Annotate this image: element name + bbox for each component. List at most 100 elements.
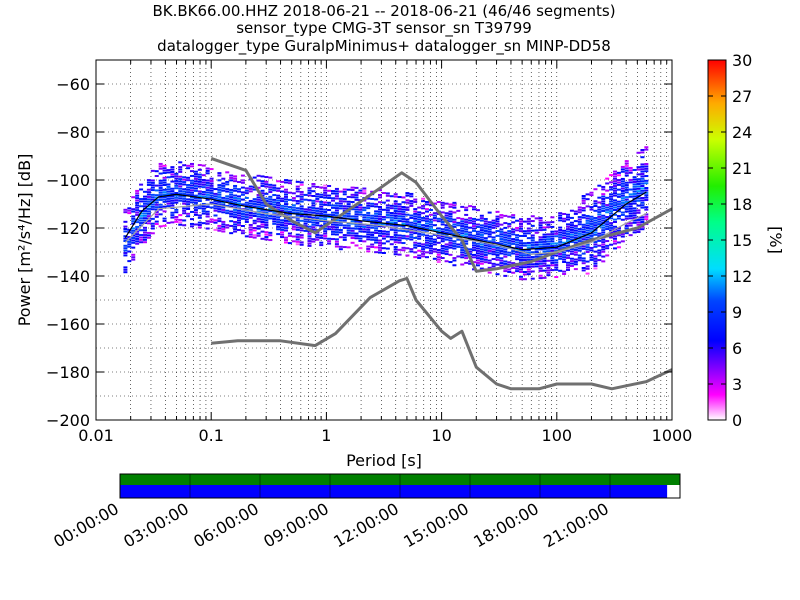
psd-cell: [542, 226, 547, 229]
psd-cell: [636, 180, 641, 183]
psd-cell: [295, 202, 300, 205]
psd-cell: [503, 236, 508, 239]
psd-cell: [389, 207, 394, 210]
psd-cell: [425, 246, 430, 249]
psd-cell: [432, 248, 437, 251]
psd-cell: [233, 201, 238, 204]
psd-cell: [495, 254, 500, 257]
psd-cell: [135, 197, 140, 200]
psd-cell: [307, 237, 312, 240]
psd-cell: [413, 232, 418, 235]
psd-cell: [601, 243, 606, 246]
psd-cell: [562, 232, 567, 235]
psd-cell: [640, 185, 645, 188]
psd-cell: [342, 190, 347, 193]
psd-cell: [225, 226, 230, 229]
psd-cell: [338, 231, 343, 234]
psd-cell: [601, 250, 606, 253]
psd-cell: [613, 218, 618, 221]
psd-cell: [425, 251, 430, 254]
psd-cell: [193, 206, 198, 209]
psd-cell: [538, 262, 543, 265]
psd-cell: [448, 220, 453, 223]
psd-cell: [366, 214, 371, 217]
psd-cell: [307, 220, 312, 223]
psd-cell: [280, 233, 285, 236]
psd-cell: [150, 184, 155, 187]
psd-cell: [264, 226, 269, 229]
psd-cell: [472, 261, 477, 264]
psd-cell: [605, 225, 610, 228]
psd-cell: [472, 244, 477, 247]
psd-cell: [468, 217, 473, 220]
psd-cell: [131, 234, 136, 237]
psd-cell: [452, 223, 457, 226]
psd-cell: [154, 194, 159, 197]
psd-cell: [323, 218, 328, 221]
psd-cell: [221, 187, 226, 190]
psd-cell: [142, 241, 147, 244]
psd-cell: [550, 216, 555, 219]
psd-cell: [413, 241, 418, 244]
psd-cell: [123, 220, 128, 223]
psd-cell: [632, 190, 637, 193]
psd-cell: [315, 209, 320, 212]
psd-cell: [628, 234, 633, 237]
psd-cell: [338, 200, 343, 203]
psd-cell: [636, 190, 641, 193]
psd-cell: [197, 173, 202, 176]
psd-cell: [550, 237, 555, 240]
psd-cell: [186, 167, 191, 170]
psd-cell: [452, 206, 457, 209]
psd-cell: [334, 238, 339, 241]
psd-cell: [315, 212, 320, 215]
psd-cell: [334, 204, 339, 207]
psd-cell: [330, 190, 335, 193]
psd-cell: [256, 225, 261, 228]
psd-cell: [569, 233, 574, 236]
psd-cell: [538, 219, 543, 222]
psd-cell: [640, 175, 645, 178]
psd-cell: [174, 220, 179, 223]
psd-cell: [362, 192, 367, 195]
psd-cell: [483, 249, 488, 252]
psd-cell: [135, 221, 140, 224]
psd-cell: [620, 199, 625, 202]
psd-cell: [503, 255, 508, 258]
psd-cell: [644, 215, 649, 218]
psd-cell: [170, 173, 175, 176]
psd-cell: [178, 170, 183, 173]
psd-cell: [283, 198, 288, 201]
psd-cell: [613, 240, 618, 243]
psd-cell: [479, 257, 484, 260]
psd-cell: [573, 248, 578, 251]
psd-cell: [526, 232, 531, 235]
psd-cell: [276, 189, 281, 192]
psd-cell: [358, 213, 363, 216]
psd-cell: [385, 206, 390, 209]
psd-cell: [472, 249, 477, 252]
psd-cell: [209, 192, 214, 195]
psd-cell: [519, 249, 524, 252]
psd-cell: [581, 223, 586, 226]
psd-cell: [291, 206, 296, 209]
psd-cell: [217, 188, 222, 191]
psd-cell: [452, 218, 457, 221]
psd-cell: [636, 166, 641, 169]
psd-cell: [511, 252, 516, 255]
psd-cell: [644, 182, 649, 185]
psd-cell: [189, 182, 194, 185]
psd-cell: [393, 212, 398, 215]
psd-cell: [526, 268, 531, 271]
psd-cell: [479, 231, 484, 234]
psd-cell: [566, 256, 571, 259]
psd-cell: [483, 237, 488, 240]
psd-cell: [526, 227, 531, 230]
psd-cell: [534, 231, 539, 234]
psd-cell: [142, 219, 147, 222]
psd-cell: [131, 196, 136, 199]
psd-cell: [558, 240, 563, 243]
psd-cell: [330, 228, 335, 231]
psd-cell: [581, 262, 586, 265]
psd-cell: [139, 198, 144, 201]
